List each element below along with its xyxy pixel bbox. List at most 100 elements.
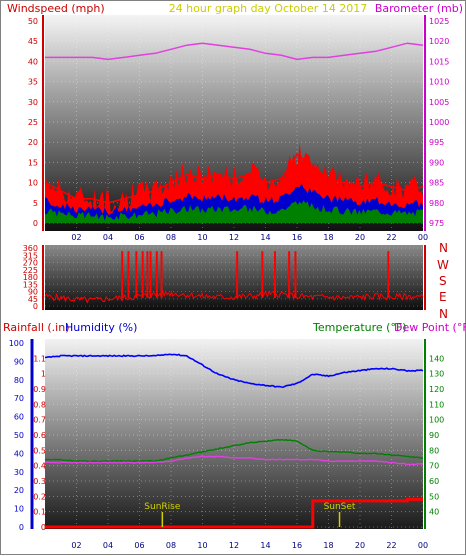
rainfall-tick-label: 0.8 xyxy=(33,400,46,409)
humidity-tick-label: 60 xyxy=(14,413,24,422)
sunrise-label: SunRise xyxy=(144,502,181,512)
rainfall-tick-label: 1.1 xyxy=(33,354,46,363)
direction-tick-label: 0 xyxy=(33,302,38,311)
barometer-series-line xyxy=(45,42,424,61)
temperature-tick-label: 110 xyxy=(429,400,444,409)
header-barometer-label: Barometer (mb) xyxy=(375,2,463,15)
temperature-tick-label: 50 xyxy=(429,492,439,501)
temperature-tick-label: 80 xyxy=(429,446,439,455)
climate-x-tick-label: 22 xyxy=(386,541,396,550)
climate-x-tick-label: 04 xyxy=(103,541,113,550)
humidity-tick-label: 80 xyxy=(14,376,24,385)
direction-tick-label: 360 xyxy=(23,244,38,253)
direction-tick-label: 135 xyxy=(23,280,38,289)
humidity-tick-label: 20 xyxy=(14,486,24,495)
climate-x-tick-label: 14 xyxy=(260,541,270,550)
wind-tick-label: 20 xyxy=(28,138,38,147)
rainfall-tick-label: 0.1 xyxy=(33,508,46,517)
chart-marks: 0510152025303540455097598098599099510001… xyxy=(9,15,449,550)
temperature-tick-label: 140 xyxy=(429,354,444,363)
wind-x-tick-label: 08 xyxy=(166,233,176,242)
climate-x-tick-label: 06 xyxy=(134,541,144,550)
temperature-tick-label: 60 xyxy=(429,477,439,486)
wind-x-tick-label: 20 xyxy=(355,233,365,242)
rainfall-tick-label: 0.7 xyxy=(33,416,46,425)
direction-tick-label: 180 xyxy=(23,273,38,282)
rainfall-tick-label: 0.3 xyxy=(33,477,46,486)
direction-letter-w: W xyxy=(437,258,449,272)
climate-x-tick-label: 18 xyxy=(323,541,333,550)
barometer-tick-label: 995 xyxy=(429,138,444,147)
humidity-tick-label: 10 xyxy=(14,505,24,514)
wind-x-tick-label: 16 xyxy=(292,233,302,242)
wind-tick-label: 45 xyxy=(28,37,38,46)
rainfall-axis-title: Rainfall (.in) xyxy=(3,321,70,334)
wind-x-tick-label: 06 xyxy=(134,233,144,242)
wind-tick-label: 5 xyxy=(33,199,38,208)
barometer-tick-label: 1005 xyxy=(429,98,449,107)
wind-tick-label: 15 xyxy=(28,158,38,167)
wind-tick-label: 40 xyxy=(28,57,38,66)
climate-x-tick-label: 00 xyxy=(418,541,428,550)
temperature-tick-label: 100 xyxy=(429,416,444,425)
header-date-label: 24 hour graph day October 14 2017 xyxy=(169,2,368,15)
wind-x-tick-label: 22 xyxy=(386,233,396,242)
wind-tick-label: 25 xyxy=(28,118,38,127)
climate-x-tick-label: 16 xyxy=(292,541,302,550)
wind-tick-label: 50 xyxy=(28,17,38,26)
climate-x-tick-label: 08 xyxy=(166,541,176,550)
climate-x-tick-label: 20 xyxy=(355,541,365,550)
direction-tick-label: 225 xyxy=(23,266,38,275)
rainfall-tick-label: 0 xyxy=(41,523,46,532)
sunset-label: SunSet xyxy=(324,502,356,512)
temperature-tick-label: 120 xyxy=(429,385,444,394)
direction-letter-n-bottom: N xyxy=(439,307,448,321)
wind-tick-label: 35 xyxy=(28,78,38,87)
temperature-tick-label: 90 xyxy=(429,431,439,440)
temperature-tick-label: 70 xyxy=(429,462,439,471)
barometer-tick-label: 990 xyxy=(429,158,444,167)
barometer-tick-label: 1025 xyxy=(429,17,449,26)
temperature-tick-label: 40 xyxy=(429,508,439,517)
barometer-tick-label: 1000 xyxy=(429,118,449,127)
wind-tick-label: 30 xyxy=(28,98,38,107)
humidity-series-line xyxy=(44,353,424,389)
barometer-tick-label: 1015 xyxy=(429,57,449,66)
humidity-tick-label: 100 xyxy=(9,339,24,348)
dewpoint-series-line xyxy=(44,455,424,466)
dewpoint-axis-title: Dew Point (°F) xyxy=(394,321,466,334)
climate-x-tick-label: 02 xyxy=(71,541,81,550)
temperature-tick-label: 130 xyxy=(429,370,444,379)
barometer-tick-label: 985 xyxy=(429,179,444,188)
wind-x-tick-label: 10 xyxy=(197,233,207,242)
direction-letter-e: E xyxy=(439,290,447,304)
direction-tick-label: 90 xyxy=(28,288,38,297)
header-wind-label: Windspeed (mph) xyxy=(7,2,105,15)
direction-tick-label: 45 xyxy=(28,295,38,304)
direction-tick-label: 315 xyxy=(23,251,38,260)
temperature-axis-title: Temperature (°F) xyxy=(312,321,407,334)
wind-x-tick-label: 14 xyxy=(260,233,270,242)
humidity-tick-label: 90 xyxy=(14,357,24,366)
barometer-tick-label: 1010 xyxy=(429,78,449,87)
rainfall-tick-label: 0.6 xyxy=(33,431,46,440)
direction-letter-s: S xyxy=(439,274,447,288)
wind-tick-label: 0 xyxy=(33,219,38,228)
barometer-tick-label: 1020 xyxy=(429,37,449,46)
direction-tick-label: 270 xyxy=(23,259,38,268)
climate-x-tick-label: 12 xyxy=(229,541,239,550)
rainfall-tick-label: 0.9 xyxy=(33,385,46,394)
rainfall-tick-label: 0.2 xyxy=(33,492,46,501)
wind-direction-trace xyxy=(44,288,424,304)
wind-x-tick-label: 00 xyxy=(418,233,428,242)
direction-letter-n-top: N xyxy=(439,241,448,255)
rainfall-series-line xyxy=(45,497,423,529)
wind-x-tick-label: 02 xyxy=(71,233,81,242)
wind-x-tick-label: 04 xyxy=(103,233,113,242)
rainfall-tick-label: 0.5 xyxy=(33,446,46,455)
wind-x-tick-label: 12 xyxy=(229,233,239,242)
wind-x-tick-label: 18 xyxy=(323,233,333,242)
humidity-tick-label: 50 xyxy=(14,431,24,440)
